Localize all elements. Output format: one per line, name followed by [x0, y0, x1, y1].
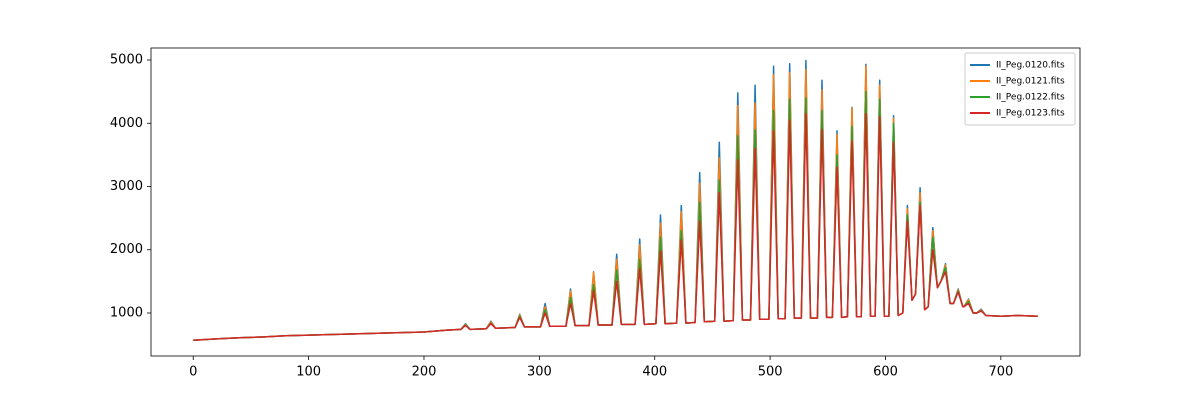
y-tick-label: 1000 — [110, 305, 143, 320]
x-tick-label: 0 — [189, 365, 197, 380]
x-tick-label: 500 — [758, 365, 783, 380]
legend: II_Peg.0120.fits II_Peg.0121.fits II_Peg.0… — [964, 52, 1076, 126]
y-tick-label: 2000 — [110, 242, 143, 257]
y-tick-label: 3000 — [110, 179, 143, 194]
x-tick-label: 100 — [296, 365, 321, 380]
x-tick-label: 300 — [527, 365, 552, 380]
y-tick-label: 4000 — [110, 116, 143, 131]
x-tick-label: 600 — [873, 365, 898, 380]
series-line — [193, 90, 1038, 341]
x-tick-label: 400 — [642, 365, 667, 380]
x-tick-label: 200 — [412, 365, 437, 380]
series-line — [193, 113, 1038, 341]
legend-label: II_Peg.0120.fits — [996, 61, 1065, 71]
legend-label: II_Peg.0122.fits — [996, 93, 1065, 103]
x-tick-label: 700 — [988, 365, 1013, 380]
plot-frame — [150, 47, 1081, 357]
legend-label: II_Peg.0121.fits — [996, 77, 1065, 87]
y-tick-label: 5000 — [110, 53, 143, 68]
legend-label: II_Peg.0123.fits — [996, 109, 1065, 119]
legend-box — [964, 52, 1076, 126]
